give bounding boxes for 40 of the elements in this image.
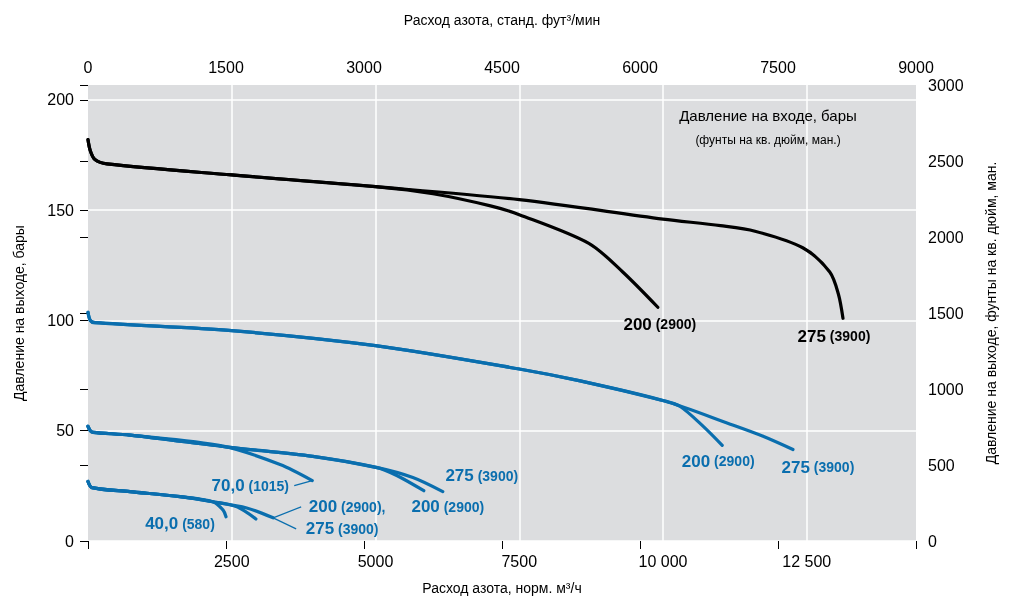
x2-tick-label: 3000 (346, 58, 382, 76)
x2-axis-title: Расход азота, станд. фут³/мин (403, 12, 601, 28)
x2-tick-label: 6000 (622, 58, 658, 76)
y-tick-label: 50 (56, 422, 75, 440)
annotation: 275 (3900) (781, 457, 855, 477)
y-tick-label: 100 (47, 312, 75, 329)
y-axis-title: Давление на выходе, бары (11, 225, 27, 401)
annotation: Давление на входе, бары (679, 106, 857, 124)
y2-axis-title: Давление на выходе, фунты на кв. дюйм, ман. (983, 161, 999, 465)
annotation: (фунты на кв. дюйм, ман.) (695, 133, 841, 147)
y2-tick-label: 0 (928, 532, 937, 550)
x-axis-title: Расход азота, норм. м³/ч (422, 580, 582, 596)
y2-tick-label: 1500 (928, 304, 964, 322)
x2-tick-label: 4500 (484, 58, 520, 76)
y-tick-label: 0 (65, 532, 75, 550)
annotation: 200 (2900), (308, 497, 386, 517)
x2-tick-label: 9000 (898, 58, 934, 76)
x-tick-label: 5000 (357, 552, 394, 570)
annotation: 200 (2900) (681, 451, 755, 471)
x-tick-label: 2500 (213, 552, 250, 570)
x2-tick-label: 0 (83, 58, 93, 76)
annotation: 200 (2900) (411, 497, 485, 517)
x-tick-label: 7500 (501, 552, 538, 570)
annotation: 70,0 (1015) (211, 476, 289, 496)
y2-tick-label: 500 (928, 456, 955, 474)
annotation: 275 (3900) (305, 519, 379, 539)
x-tick-label: 10 000 (638, 552, 688, 570)
annotation: 200 (2900) (623, 314, 697, 334)
x2-tick-label: 1500 (208, 58, 244, 76)
y-tick-label: 150 (47, 201, 75, 219)
annotation: 275 (3900) (445, 466, 519, 486)
y2-tick-label: 2500 (928, 152, 964, 170)
y-tick-label: 200 (47, 91, 75, 109)
x-tick-label: 12 500 (782, 552, 832, 570)
annotation: 275 (3900) (797, 326, 871, 346)
y2-tick-label: 2000 (928, 228, 964, 246)
x2-tick-label: 7500 (760, 58, 796, 76)
y2-tick-label: 1000 (928, 380, 964, 398)
y2-tick-label: 3000 (928, 76, 964, 94)
annotation: 40,0 (580) (145, 514, 215, 534)
